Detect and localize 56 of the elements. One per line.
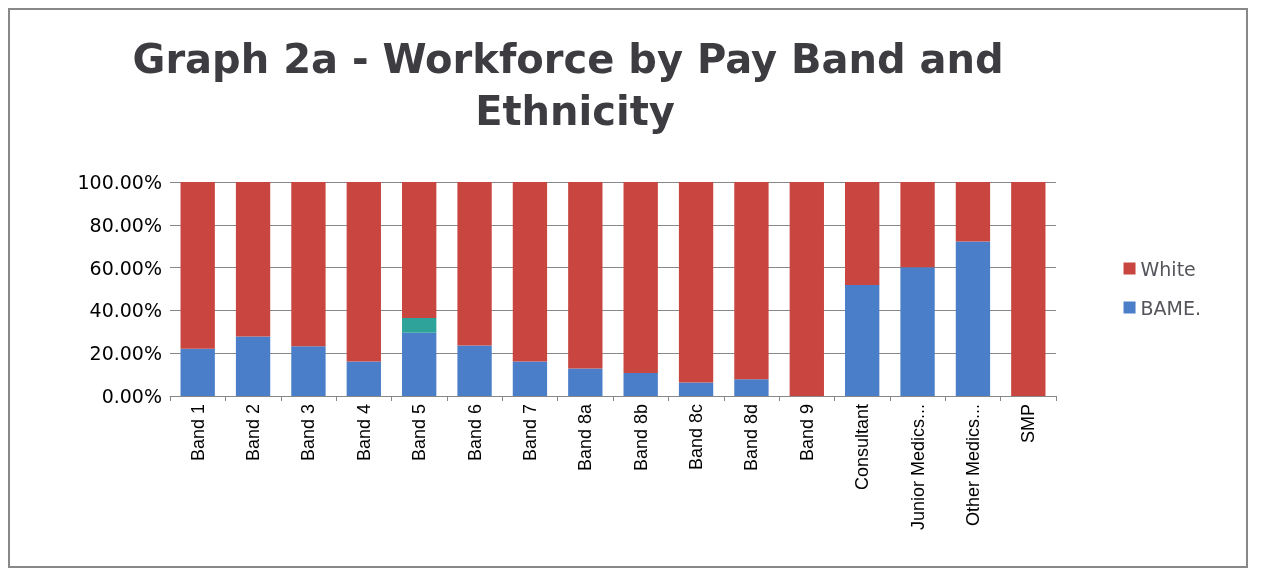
bar	[900, 267, 935, 396]
y-tick-label: 40.00%	[89, 299, 162, 322]
bar	[734, 182, 769, 380]
bar	[235, 336, 271, 396]
bar	[955, 182, 991, 242]
x-tick-label: Band 9	[796, 404, 817, 462]
x-tick-label: Band 4	[353, 404, 374, 462]
bar	[346, 182, 381, 362]
x-tick-label: Band 8b	[630, 404, 651, 472]
bar	[623, 372, 658, 396]
bar	[402, 318, 437, 333]
y-tick-label: 100.00%	[77, 171, 162, 193]
y-tick-label: 80.00%	[89, 213, 162, 236]
bar	[678, 382, 714, 396]
bar	[235, 182, 271, 337]
bar	[180, 348, 215, 396]
x-tick-label: Other Medics...	[962, 404, 983, 527]
bar	[291, 182, 326, 347]
chart-title: Graph 2a - Workforce by Pay Band and Ethnicity	[132, 36, 1018, 134]
bar	[568, 368, 603, 396]
bar	[678, 182, 714, 383]
x-tick-label: Band 1	[187, 404, 208, 462]
bar	[845, 284, 880, 396]
bar	[1011, 182, 1046, 396]
bar	[346, 361, 381, 396]
bar	[568, 182, 603, 369]
x-tick-label: Band 2	[243, 404, 264, 462]
bar	[955, 241, 991, 396]
x-tick-label: Band 8a	[575, 403, 596, 472]
x-tick-label: Band 5	[409, 404, 430, 462]
x-tick-label: Junior Medics...	[907, 404, 928, 531]
y-tick-label: 60.00%	[89, 256, 162, 279]
bar	[512, 182, 548, 362]
bar	[180, 182, 215, 349]
bar	[291, 346, 326, 396]
legend-label: White	[1140, 257, 1196, 280]
bar	[845, 182, 880, 285]
x-tick-label: Band 3	[298, 404, 319, 462]
bar	[457, 182, 492, 346]
bar	[402, 332, 437, 396]
x-tick-label: SMP	[1018, 404, 1039, 444]
legend-label: BAME.	[1140, 296, 1202, 319]
bar	[734, 379, 769, 396]
bar	[789, 182, 824, 396]
x-tick-label: Band 6	[464, 404, 485, 462]
y-tick-label: 0.00%	[101, 385, 162, 407]
x-tick-label: Band 8c	[686, 404, 707, 471]
bar	[402, 182, 437, 319]
bar	[457, 345, 492, 396]
bar	[900, 182, 935, 268]
x-tick-label: Consultant	[852, 404, 873, 491]
bar	[623, 182, 658, 373]
y-tick-label: 20.00%	[89, 342, 162, 365]
x-tick-label: Band 8d	[741, 404, 762, 472]
x-tick-label: Band 7	[519, 404, 540, 462]
bar	[512, 361, 548, 396]
